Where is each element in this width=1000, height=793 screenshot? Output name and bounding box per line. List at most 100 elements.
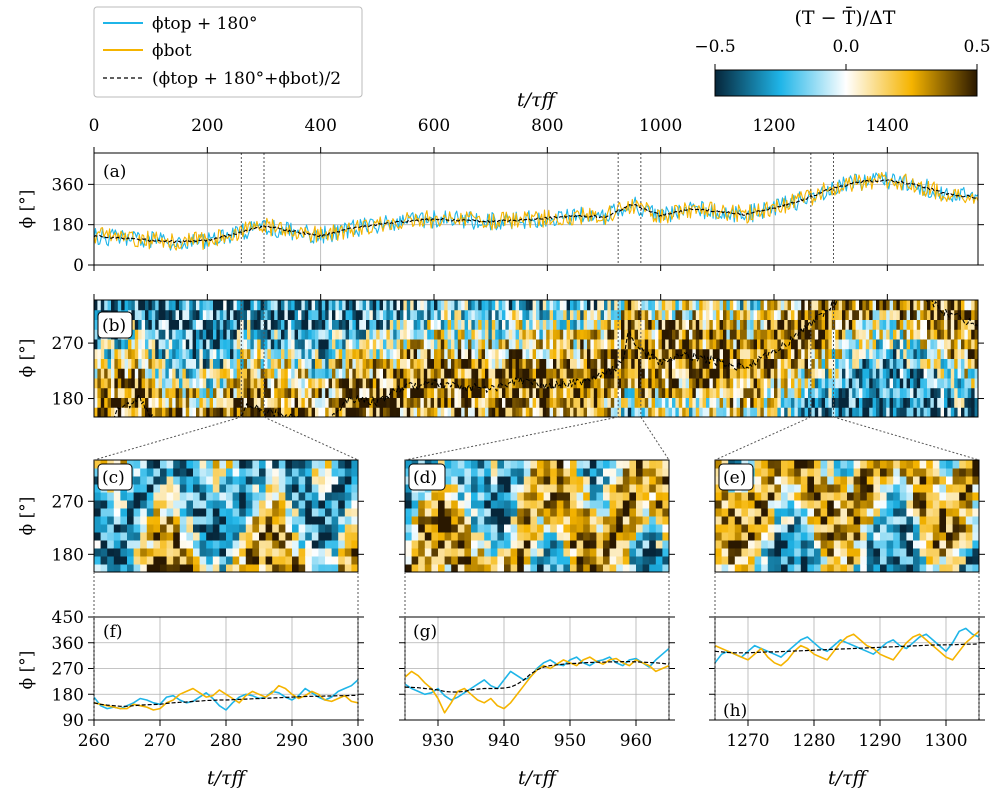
- panel-b-heatmap-cell: [899, 407, 904, 418]
- panel-e-heatmap-cell: [972, 492, 980, 501]
- panel-d-heatmap-cell: [517, 556, 525, 565]
- panel-c-heatmap-cell: [193, 508, 201, 517]
- panel-b-heatmap-cell: [600, 309, 605, 320]
- panel-d-heatmap-cell: [424, 548, 432, 557]
- panel-b-heatmap-cell: [770, 407, 775, 418]
- panel-d-heatmap-cell: [457, 564, 465, 573]
- panel-b-heatmap-cell: [576, 339, 581, 350]
- panel-e-heatmap-cell: [721, 556, 729, 565]
- panel-c-heatmap-cell: [259, 548, 267, 557]
- panel-e-heatmap-cell: [800, 564, 808, 573]
- panel-c-heatmap-cell: [232, 460, 240, 469]
- panel-b-heatmap-cell: [859, 387, 863, 398]
- panel-b-heatmap-cell: [668, 397, 673, 408]
- panel-b-heatmap-cell: [172, 348, 177, 359]
- panel-c-heatmap-cell: [272, 484, 280, 493]
- panel-b-heatmap-cell: [716, 368, 721, 379]
- panel-b-heatmap-cell: [593, 329, 598, 340]
- panel-b-heatmap-cell: [519, 348, 523, 359]
- panel-b-heatmap-cell: [352, 309, 357, 320]
- panel-d-heatmap-cell: [530, 532, 538, 541]
- panel-e-heatmap-cell: [847, 556, 855, 565]
- panel-d-heatmap-cell: [649, 548, 657, 557]
- panel-b-heatmap-cell: [94, 378, 98, 389]
- panel-c-heatmap-cell: [219, 500, 227, 509]
- panel-b-heatmap-cell: [593, 339, 598, 350]
- panel-e-heatmap-cell: [959, 492, 967, 501]
- panel-b-heatmap-cell: [454, 348, 459, 359]
- panel-d-heatmap-cell: [424, 556, 432, 565]
- panel-b-heatmap-cell: [590, 378, 595, 389]
- panel-b-heatmap-cell: [702, 329, 707, 340]
- panel-b-heatmap-cell: [355, 319, 360, 330]
- panel-b-heatmap-cell: [124, 397, 129, 408]
- panel-e-heatmap-cell: [728, 548, 736, 557]
- panel-c-heatmap-cell: [232, 556, 240, 565]
- panel-e-heatmap-cell: [761, 564, 769, 573]
- panel-b-heatmap-cell: [791, 368, 795, 379]
- panel-d-heatmap-cell: [497, 476, 505, 485]
- panel-b-heatmap-cell: [202, 339, 207, 350]
- panel-b-heatmap-cell: [386, 387, 391, 398]
- panel-b-heatmap-cell: [743, 397, 748, 408]
- panel-e-heatmap-cell: [715, 500, 723, 509]
- panel-c-heatmap-cell: [193, 492, 201, 501]
- panel-b-heatmap-cell: [753, 329, 758, 340]
- panel-b-heatmap-cell: [689, 319, 693, 330]
- panel-b-heatmap-cell: [131, 378, 136, 389]
- panel-c-heatmap-cell: [146, 532, 154, 541]
- panel-b-heatmap-cell: [502, 339, 506, 350]
- panel-b-heatmap-cell: [369, 348, 374, 359]
- panel-b-heatmap-cell: [954, 378, 959, 389]
- panel-b-heatmap-cell: [437, 339, 442, 350]
- panel-b-heatmap-cell: [185, 397, 190, 408]
- panel-c-heatmap-cell: [318, 516, 326, 525]
- panel-b-heatmap-cell: [763, 358, 768, 369]
- panel-b-heatmap-cell: [189, 378, 194, 389]
- panel-d-heatmap-cell: [517, 532, 525, 541]
- panel-c-heatmap-cell: [311, 516, 319, 525]
- panel-b-heatmap-cell: [189, 309, 194, 320]
- panel-b-heatmap-cell: [369, 339, 374, 350]
- panel-c-heatmap-cell: [252, 476, 260, 485]
- panel-e-heatmap-cell: [840, 548, 848, 557]
- panel-b-heatmap-cell: [236, 368, 241, 379]
- panel-b-heatmap-cell: [706, 319, 710, 330]
- panel-e-heatmap-cell: [814, 484, 822, 493]
- panel-b-heatmap-cell: [556, 339, 561, 350]
- panel-b-heatmap-cell: [974, 300, 979, 311]
- panel-e-heatmap-cell: [866, 564, 874, 573]
- panel-b-heatmap-cell: [298, 339, 302, 350]
- panel-c-heatmap-cell: [94, 460, 102, 469]
- panel-d-heatmap-cell: [490, 476, 498, 485]
- panel-b-heatmap-cell: [403, 329, 408, 340]
- panel-b-heatmap-cell: [308, 300, 313, 311]
- panel-b-heatmap-cell: [417, 329, 421, 340]
- panel-e-heatmap-cell: [959, 532, 967, 541]
- panel-b-heatmap-cell: [770, 368, 775, 379]
- panel-b-heatmap-cell: [192, 378, 197, 389]
- panel-b-heatmap-cell: [865, 358, 870, 369]
- panel-b-heatmap-cell: [855, 378, 860, 389]
- panel-b-heatmap-cell: [172, 339, 177, 350]
- panel-b-heatmap-cell: [777, 319, 782, 330]
- panel-b-heatmap-cell: [546, 407, 551, 418]
- panel-e-heatmap-cell: [853, 556, 861, 565]
- panel-b-heatmap-cell: [702, 339, 707, 350]
- panel-b-heatmap-cell: [549, 329, 554, 340]
- panel-b-heatmap-cell: [916, 397, 921, 408]
- panel-b-heatmap-cell: [372, 329, 377, 340]
- panel-b-heatmap-cell: [128, 407, 132, 418]
- panel-d-heatmap-cell: [609, 500, 617, 509]
- panel-e-heatmap-cell: [761, 468, 769, 477]
- panel-b-heatmap-cell: [797, 309, 802, 320]
- panel-b-heatmap-cell: [206, 397, 211, 408]
- panel-b-heatmap-cell: [580, 397, 585, 408]
- panel-b-heatmap-cell: [872, 397, 877, 408]
- panel-c-heatmap-cell: [160, 556, 168, 565]
- panel-b-heatmap-cell: [556, 368, 561, 379]
- panel-c-heatmap-cell: [344, 524, 352, 533]
- panel-b-heatmap-cell: [638, 368, 642, 379]
- panel-d-heatmap-cell: [576, 556, 584, 565]
- panel-c-heatmap-cell: [259, 564, 267, 573]
